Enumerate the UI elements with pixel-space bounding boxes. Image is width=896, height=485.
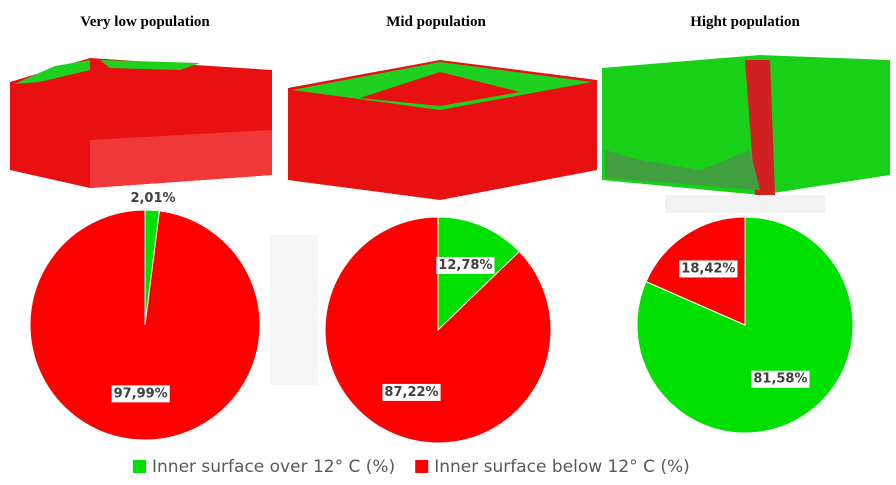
pie-slice xyxy=(30,210,260,440)
legend: Inner surface over 12° C (%) Inner surfac… xyxy=(133,457,690,477)
value-label: 18,42% xyxy=(681,261,735,276)
chart-title: Mid population xyxy=(386,14,486,30)
legend-swatch xyxy=(133,460,146,473)
chart-title: Hight population xyxy=(690,14,800,30)
value-label: 81,58% xyxy=(753,372,807,387)
figure: Very low population 2,01% 97,99% Mid popula… xyxy=(0,0,896,485)
value-label: 87,22% xyxy=(384,385,438,400)
chart-title: Very low population xyxy=(80,14,210,30)
value-label: 12,78% xyxy=(438,258,492,273)
legend-label: Inner surface over 12° C (%) xyxy=(152,457,395,477)
value-label: 97,99% xyxy=(114,386,168,401)
page: Very low population 2,01% 97,99% Mid popula… xyxy=(0,0,896,485)
value-label: 2,01% xyxy=(130,191,175,206)
legend-label: Inner surface below 12° C (%) xyxy=(434,457,690,477)
legend-swatch xyxy=(415,460,428,473)
